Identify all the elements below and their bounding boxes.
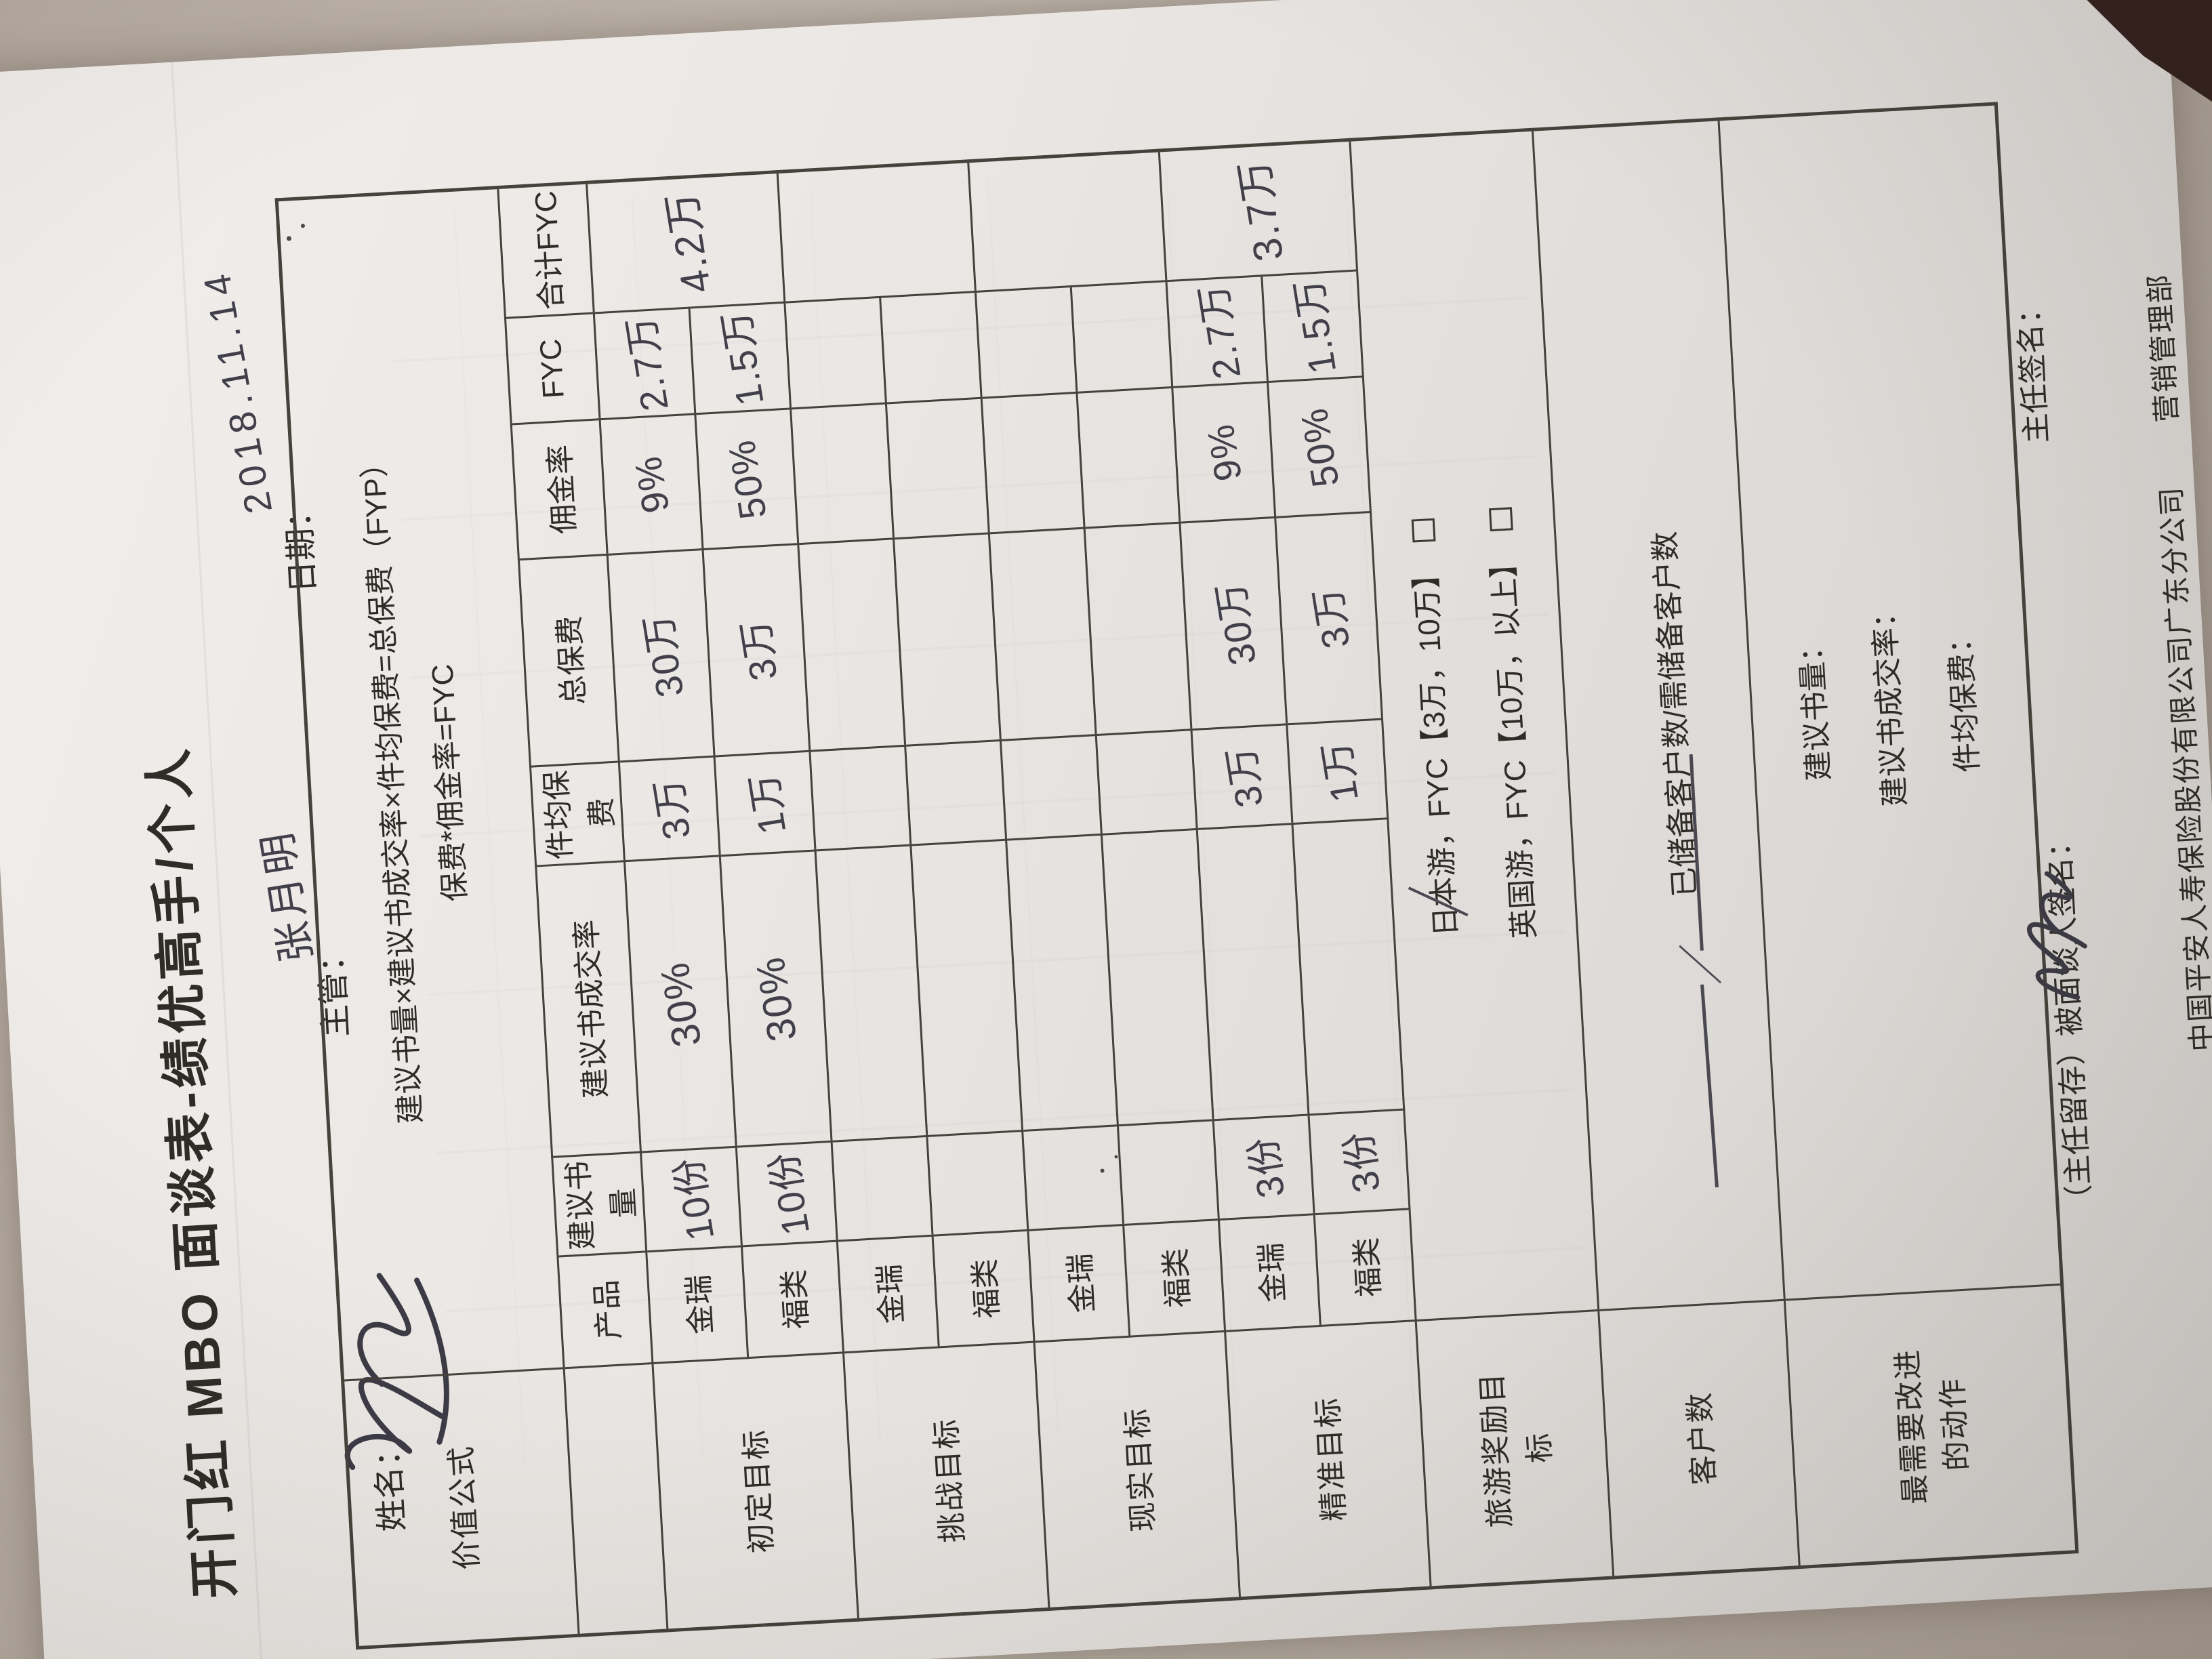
improvement-label: 最需要改进 的动作 xyxy=(1784,1284,2077,1568)
hw-value: 10份 xyxy=(665,1153,722,1244)
goal-label: 挑战目标 xyxy=(843,1342,1050,1620)
hw-value: 9% xyxy=(1197,420,1250,485)
travel-label: 旅游奖励目 标 xyxy=(1416,1310,1614,1588)
director-sign-label: 主任签名： xyxy=(2012,293,2054,445)
uk-checkbox xyxy=(1488,507,1513,532)
product-fulei: 福类 xyxy=(741,1241,844,1358)
handwritten-slash: ／ xyxy=(1676,941,1727,987)
product-jinrui: 金瑞 xyxy=(646,1246,748,1364)
hw-value: 3份 xyxy=(1336,1127,1388,1195)
hw-total-fyc: 4.2万 xyxy=(658,188,720,297)
hw-value: 1万 xyxy=(1313,737,1366,805)
goal-label: 现实目标 xyxy=(1034,1331,1240,1610)
product-fulei: 福类 xyxy=(933,1230,1035,1347)
hw-value: 10份 xyxy=(761,1148,817,1239)
col-close-rate: 建议书成交率 xyxy=(535,861,641,1158)
hw-value: 3万 xyxy=(1218,742,1271,811)
hw-value: 1.5万 xyxy=(1286,274,1344,377)
hw-value: 3万 xyxy=(1305,583,1357,652)
japan-checkbox xyxy=(1411,518,1436,543)
product-jinrui: 金瑞 xyxy=(1218,1214,1321,1332)
hw-value: 30% xyxy=(651,958,710,1050)
product-fulei: 福类 xyxy=(1123,1219,1225,1337)
hw-value: 30% xyxy=(746,952,805,1045)
hw-value: 30万 xyxy=(636,610,692,700)
hw-value: 3万 xyxy=(646,774,699,842)
col-total-premium: 总保费 xyxy=(518,554,619,767)
product-jinrui: 金瑞 xyxy=(1027,1225,1130,1343)
interviewee-signature-scribble xyxy=(2027,871,2087,1000)
applicant-signature-scribble xyxy=(344,1273,449,1470)
col-fyc: FYC xyxy=(505,312,600,425)
footer-company-line: 中国平安人寿保险股份有限公司广东分公司 营销管理部 xyxy=(2118,0,2212,1587)
col-total-fyc: 合计FYC xyxy=(497,182,594,319)
hw-value: 9% xyxy=(626,452,677,516)
col-commission-rate: 佣金率 xyxy=(511,419,608,560)
hw-value: 30万 xyxy=(1208,577,1264,668)
goal-label: 精准目标 xyxy=(1225,1320,1431,1599)
goal-label: 初定目标 xyxy=(652,1352,859,1631)
header-blank-cell xyxy=(564,1363,668,1636)
col-proposals: 建议书量 xyxy=(552,1152,647,1257)
company-name: 中国平安人寿保险股份有限公司广东分公司 xyxy=(2154,485,2212,1052)
hw-value: 1.5万 xyxy=(714,306,772,409)
col-avg-premium: 件均保费 xyxy=(530,761,625,867)
customers-label: 客户数 xyxy=(1598,1300,1800,1578)
date-handwritten-value: 2018.11.14 xyxy=(194,265,281,517)
department-name: 营销管理部 xyxy=(2143,272,2184,424)
col-product: 产品 xyxy=(557,1251,653,1368)
travel-japan-text: 日本游，FYC【3万，10万】 xyxy=(1409,558,1464,938)
product-fulei: 福类 xyxy=(1314,1208,1416,1326)
hw-value: 2.7万 xyxy=(1191,280,1249,382)
formula-row-label: 价值公式 xyxy=(342,1368,579,1648)
mbo-goal-table: 价值公式 建议书量×建议书成交率×件均保费=总保费（FYP） 保费*佣金率=FY… xyxy=(274,102,2079,1650)
hw-value: 3万 xyxy=(733,615,785,684)
hw-value: 50% xyxy=(719,436,775,523)
hw-value: 3份 xyxy=(1240,1132,1293,1201)
hw-value: 50% xyxy=(1291,404,1347,490)
form-title: 开门红 MBO 面谈表-绩优高手/个人 xyxy=(140,743,244,1600)
hw-total-fyc: 3.7万 xyxy=(1231,156,1292,265)
travel-uk-text: 英国游，FYC【10万，以上】 xyxy=(1486,547,1541,940)
hw-value: 1万 xyxy=(741,769,794,837)
product-jinrui: 金瑞 xyxy=(837,1235,939,1353)
hw-value: 2.7万 xyxy=(618,312,676,414)
